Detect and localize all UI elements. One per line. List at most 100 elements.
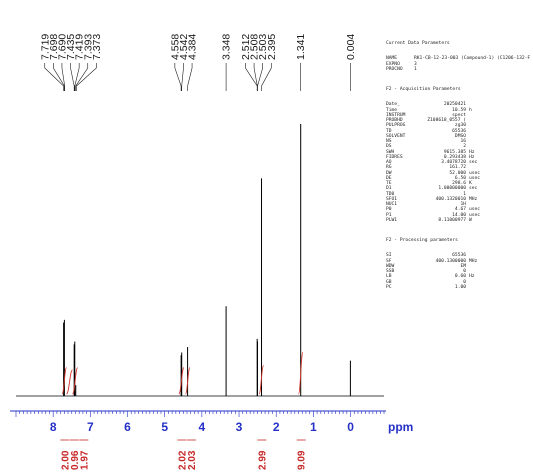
param-key: NAME (386, 56, 398, 62)
param-row: FIDRES 0.293438 Hz (386, 155, 531, 160)
peak-label: 4.384 (187, 34, 199, 60)
axis-unit-label: ppm (388, 420, 413, 434)
param-value: 16 (460, 139, 466, 144)
axis-tick-label: 4 (199, 420, 206, 434)
param-unit: Hz (469, 274, 475, 280)
param-unit: usec (469, 175, 481, 181)
axis-tick-label: 3 (236, 420, 243, 434)
param-key: LB (386, 274, 392, 280)
param-key: SI (386, 253, 392, 259)
peak-label: 1.341 (295, 34, 307, 60)
param-row: PC 1.00 (386, 285, 531, 290)
param-key: TD0 (386, 191, 395, 197)
param-key: SFO1 (386, 196, 398, 202)
integral-curve (185, 367, 191, 395)
param-value: 6.50 (454, 175, 466, 181)
param-value: 0 (463, 279, 466, 285)
f2-acquisition-list: Date_ 20250421 Time 10.59 h INSTRUM spect PROBH… (386, 102, 531, 223)
axis-tick-label: 7 (87, 420, 94, 434)
param-unit: h (469, 107, 472, 113)
param-row: SFO1 400.1320010 MHz (386, 197, 531, 202)
param-key: PLW1 (386, 217, 398, 223)
param-row: TD 65536 (386, 129, 531, 134)
peak-label: 2.395 (266, 34, 278, 60)
peak-label: 7.698 (48, 34, 60, 60)
peak-label-leader (76, 63, 97, 91)
param-key: PROCNO (386, 66, 403, 72)
param-row: Time 10.59 h (386, 108, 531, 113)
param-row: TD0 1 (386, 192, 531, 197)
param-row: PROBHD Z108618_0557 ( (386, 118, 531, 123)
integral-curve (298, 351, 304, 395)
param-row: LB 0.60 Hz (386, 274, 531, 279)
param-value: 0.60 (454, 274, 466, 280)
param-key: GB (386, 279, 392, 285)
integral-curves (61, 351, 304, 395)
peak-label: 7.373 (91, 34, 103, 60)
param-key: PROBHD (386, 118, 403, 123)
param-key: AQ (386, 160, 392, 165)
param-value: 400.1320010 (435, 196, 466, 202)
param-row: NUC1 1H (386, 202, 531, 207)
peak-label: 3.348 (221, 34, 233, 60)
integral-value: 1.97 (79, 450, 90, 470)
param-row: D1 1.00000000 sec (386, 186, 531, 191)
integral-value: 2.03 (187, 450, 198, 470)
param-value: 161.72 (449, 165, 466, 171)
param-unit: usec (469, 170, 481, 176)
integral-curve (66, 369, 73, 395)
param-key: NUC1 (386, 202, 398, 207)
param-unit: Hz (469, 149, 475, 155)
integral-value: 2.99 (257, 450, 268, 470)
param-value: 400.1300000 (435, 258, 466, 264)
param-value: EM (460, 263, 466, 269)
param-value: zg30 (454, 123, 466, 129)
param-row: PLW1 8.11000977 W (386, 218, 531, 223)
param-key: INSTRUM (386, 112, 406, 118)
peak-label-leader (187, 63, 193, 91)
spectrum-trace (16, 124, 384, 397)
param-value: DMSO (454, 133, 466, 139)
param-value: 9615.385 (443, 149, 466, 155)
param-value: 1 (414, 66, 417, 72)
param-value: 0 (463, 269, 466, 274)
param-row: NAME RK1-CB-12-23-003 (Compound-1) (C1206… (386, 56, 531, 61)
param-key: NS (386, 139, 392, 144)
peak-label-leader (75, 63, 89, 91)
param-value: Z108618_0557 ( (427, 118, 466, 123)
param-unit: MHz (469, 258, 478, 264)
integral-curve (258, 364, 265, 395)
param-value: 0.293438 (443, 154, 466, 160)
param-row: RG 161.72 (386, 165, 531, 170)
peak-label: 4.558 (169, 34, 181, 60)
param-row: DW 52.000 usec (386, 171, 531, 176)
param-row: PULPROG zg30 (386, 123, 531, 128)
param-value: 3 (414, 61, 417, 67)
integral-value: 2.02 (177, 450, 188, 470)
param-key: SWH (386, 149, 395, 155)
param-key: FIDRES (386, 154, 403, 160)
param-key: SSB (386, 269, 395, 274)
param-key: D1 (386, 186, 392, 192)
peak-label-leader (181, 63, 184, 91)
param-unit: MHz (469, 196, 478, 202)
param-row: SWH 9615.385 Hz (386, 150, 531, 155)
param-unit: sec (469, 186, 478, 192)
peak-label-leader (44, 63, 64, 91)
param-unit: sec (469, 160, 478, 165)
param-key: P1 (386, 212, 392, 218)
param-row: P0 4.67 usec (386, 207, 531, 212)
param-value: 8.11000977 (438, 217, 466, 223)
param-row: PROCNO 1 (386, 67, 531, 72)
param-value: 65536 (452, 128, 466, 134)
peak-label-leader (70, 63, 75, 91)
f2-processing-list: SI 65536 SF 400.1300000 MHz WDW EM SSB 0 LB 0.60 Hz… (386, 253, 531, 290)
peak-label-leader (261, 63, 272, 91)
param-value: 3.4078720 (441, 160, 466, 165)
param-key: RG (386, 165, 392, 171)
f2-proc-heading: F2 - Processing parameters (386, 237, 458, 243)
axis-tick-label: 8 (50, 420, 57, 434)
param-value: 20250421 (443, 102, 466, 108)
peak-label: 2.512 (240, 34, 252, 60)
